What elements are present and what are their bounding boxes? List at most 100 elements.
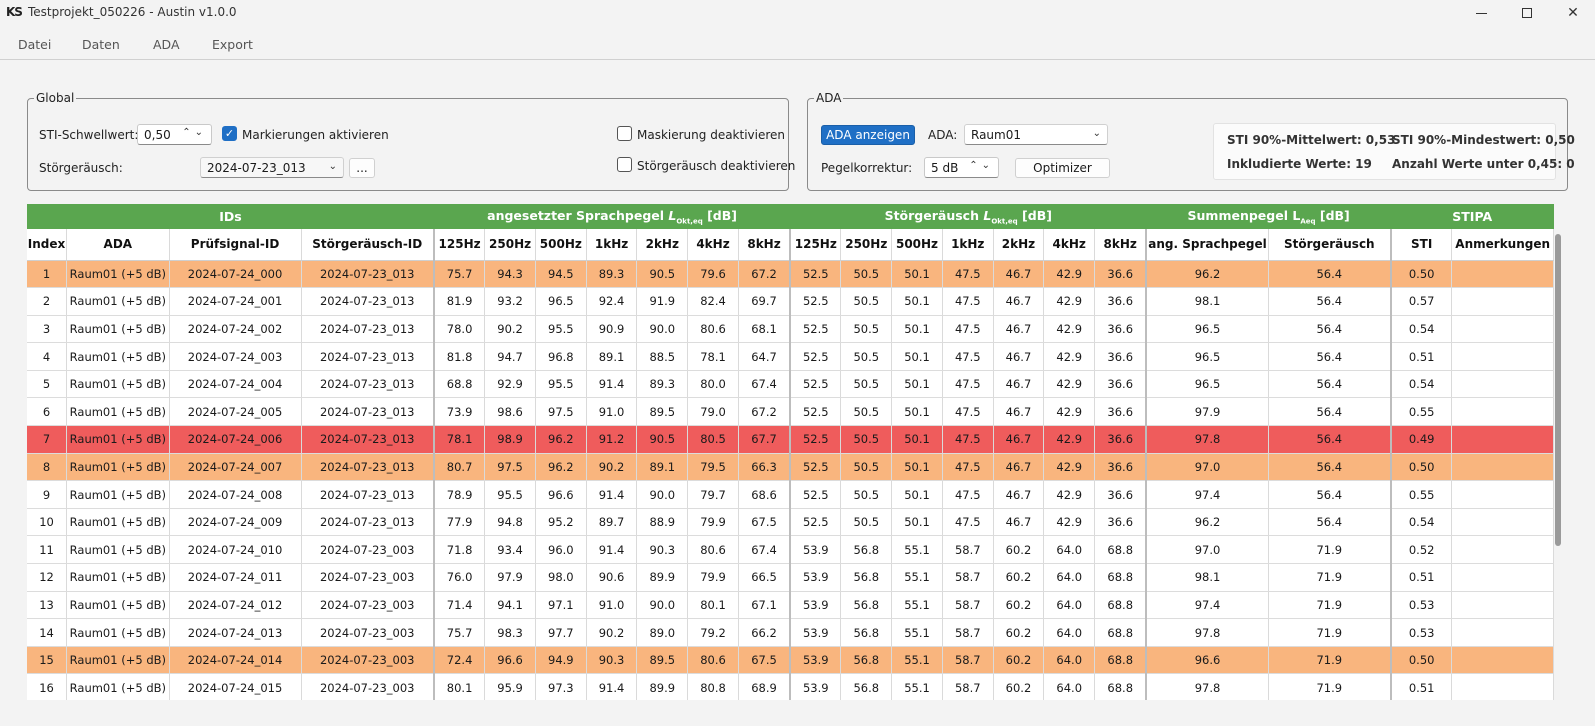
- table-cell: Raum01 (+5 dB): [66, 480, 170, 509]
- column-header[interactable]: Prüfsignal-ID: [169, 229, 302, 261]
- table-row[interactable]: 6 Raum01 (+5 dB) 2024-07-24_005 2024-07-23_…: [27, 397, 1554, 427]
- table-cell: 7: [27, 425, 68, 454]
- menu-daten[interactable]: Daten: [82, 37, 120, 52]
- column-header[interactable]: Index: [27, 229, 68, 261]
- column-header[interactable]: 500Hz: [535, 229, 587, 261]
- table-cell: 46.7: [993, 480, 1045, 509]
- table-row[interactable]: 15 Raum01 (+5 dB) 2024-07-24_014 2024-07-23…: [27, 646, 1554, 675]
- table-cell: 42.9: [1043, 287, 1096, 316]
- noise-select[interactable]: 2024-07-23_013 ⌄: [200, 157, 344, 178]
- table-row[interactable]: 14 Raum01 (+5 dB) 2024-07-24_013 2024-07-23…: [27, 618, 1554, 647]
- column-header[interactable]: Anmerkungen: [1451, 229, 1554, 261]
- table-cell: 0.52: [1390, 535, 1453, 565]
- table-row[interactable]: 8 Raum01 (+5 dB) 2024-07-24_007 2024-07-23_…: [27, 453, 1554, 482]
- table-cell: 50.1: [891, 342, 943, 371]
- table-cell: 96.6: [535, 480, 587, 509]
- column-header[interactable]: Störgeräusch: [1268, 229, 1392, 261]
- table-cell: [1451, 260, 1554, 289]
- table-row[interactable]: 11 Raum01 (+5 dB) 2024-07-24_010 2024-07-23…: [27, 535, 1554, 565]
- table-row[interactable]: 10 Raum01 (+5 dB) 2024-07-24_009 2024-07-23…: [27, 508, 1554, 537]
- table-row[interactable]: 4 Raum01 (+5 dB) 2024-07-24_003 2024-07-23_…: [27, 342, 1554, 371]
- spin-arrows-icon[interactable]: ⌃⌄: [969, 160, 994, 171]
- check-icon: ✓: [224, 127, 235, 140]
- table-cell: 56.8: [840, 673, 893, 700]
- table-cell: 2024-07-24_000: [169, 260, 302, 289]
- column-header[interactable]: 1kHz: [942, 229, 994, 261]
- table-cell: 4: [27, 342, 68, 371]
- table-cell: 96.0: [535, 535, 587, 565]
- table-cell: [1451, 535, 1554, 565]
- optimizer-button[interactable]: Optimizer: [1015, 158, 1110, 178]
- column-header[interactable]: ang. Sprachpegel: [1146, 229, 1269, 261]
- column-header[interactable]: 500Hz: [891, 229, 943, 261]
- minimize-button[interactable]: [1458, 0, 1504, 26]
- menu-datei[interactable]: Datei: [18, 37, 52, 52]
- column-header[interactable]: 8kHz: [1094, 229, 1148, 261]
- table-cell: 77.9: [433, 508, 486, 537]
- ada-show-button[interactable]: ADA anzeigen: [821, 125, 915, 145]
- column-header[interactable]: 250Hz: [840, 229, 893, 261]
- spin-arrows-icon[interactable]: ⌃⌄: [182, 127, 207, 138]
- table-cell: 2024-07-23_013: [301, 397, 435, 427]
- menu-ada[interactable]: ADA: [153, 37, 180, 52]
- table-row[interactable]: 2 Raum01 (+5 dB) 2024-07-24_001 2024-07-23_…: [27, 287, 1554, 316]
- table-row[interactable]: 5 Raum01 (+5 dB) 2024-07-24_004 2024-07-23_…: [27, 370, 1554, 399]
- table-cell: 36.6: [1094, 315, 1148, 344]
- table-cell: 68.8: [1094, 563, 1148, 592]
- table-cell: 2024-07-24_005: [169, 397, 302, 427]
- table-cell: 95.9: [484, 673, 536, 700]
- level-correction-spinbox[interactable]: 5 dB ⌃⌄: [924, 157, 999, 178]
- table-cell: 90.9: [586, 315, 638, 344]
- table-cell: 90.3: [586, 646, 638, 675]
- column-header[interactable]: 1kHz: [586, 229, 638, 261]
- column-header[interactable]: Störgeräusch-ID: [301, 229, 435, 261]
- table-row[interactable]: 1 Raum01 (+5 dB) 2024-07-24_000 2024-07-23_…: [27, 260, 1554, 289]
- table-cell: Raum01 (+5 dB): [66, 535, 170, 565]
- table-row[interactable]: 12 Raum01 (+5 dB) 2024-07-24_011 2024-07-23…: [27, 563, 1554, 592]
- sti-threshold-spinbox[interactable]: 0,50 ⌃⌄: [137, 124, 212, 145]
- table-cell: 42.9: [1043, 315, 1096, 344]
- column-header[interactable]: 2kHz: [636, 229, 689, 261]
- maximize-button[interactable]: [1504, 0, 1550, 26]
- table-cell: 47.5: [942, 508, 994, 537]
- table-row[interactable]: 3 Raum01 (+5 dB) 2024-07-24_002 2024-07-23_…: [27, 315, 1554, 344]
- table-cell: Raum01 (+5 dB): [66, 508, 170, 537]
- mark-checkbox[interactable]: ✓: [222, 126, 237, 141]
- sti-threshold-value: 0,50: [144, 128, 171, 142]
- column-header[interactable]: STI: [1390, 229, 1453, 261]
- table-row[interactable]: 7 Raum01 (+5 dB) 2024-07-24_006 2024-07-23_…: [27, 425, 1554, 454]
- table-cell: [1451, 453, 1554, 482]
- mask-off-label: Maskierung deaktivieren: [637, 128, 786, 142]
- vertical-scrollbar[interactable]: [1555, 234, 1561, 546]
- table-cell: 91.9: [636, 287, 689, 316]
- column-header[interactable]: ADA: [66, 229, 170, 261]
- noise-off-checkbox[interactable]: [617, 157, 632, 172]
- table-row[interactable]: 9 Raum01 (+5 dB) 2024-07-24_008 2024-07-23_…: [27, 480, 1554, 509]
- column-header[interactable]: 2kHz: [993, 229, 1045, 261]
- column-header[interactable]: 125Hz: [790, 229, 842, 261]
- column-header[interactable]: 8kHz: [738, 229, 792, 261]
- menu-export[interactable]: Export: [212, 37, 253, 52]
- table-row[interactable]: 13 Raum01 (+5 dB) 2024-07-24_012 2024-07-23…: [27, 591, 1554, 620]
- table-cell: 71.9: [1268, 673, 1392, 700]
- column-header[interactable]: 4kHz: [687, 229, 739, 261]
- table-cell: 50.1: [891, 480, 943, 509]
- table-row[interactable]: 16 Raum01 (+5 dB) 2024-07-24_015 2024-07-23…: [27, 673, 1554, 700]
- table-cell: 98.0: [535, 563, 587, 592]
- table-cell: 76.0: [433, 563, 486, 592]
- column-header[interactable]: 250Hz: [484, 229, 536, 261]
- table-cell: 50.5: [840, 260, 893, 289]
- table-cell: 98.3: [484, 618, 536, 647]
- table-cell: 97.9: [484, 563, 536, 592]
- ada-select[interactable]: Raum01 ⌄: [964, 124, 1108, 145]
- table-cell: 50.1: [891, 425, 943, 454]
- close-button[interactable]: ✕: [1550, 0, 1595, 26]
- column-header[interactable]: 125Hz: [433, 229, 486, 261]
- column-header[interactable]: 4kHz: [1043, 229, 1096, 261]
- table-cell: 66.5: [738, 563, 792, 592]
- browse-button[interactable]: ...: [349, 158, 375, 178]
- table-cell: 46.7: [993, 425, 1045, 454]
- mask-off-checkbox[interactable]: [617, 126, 632, 141]
- table-cell: 95.5: [535, 370, 587, 399]
- table-cell: 36.6: [1094, 508, 1148, 537]
